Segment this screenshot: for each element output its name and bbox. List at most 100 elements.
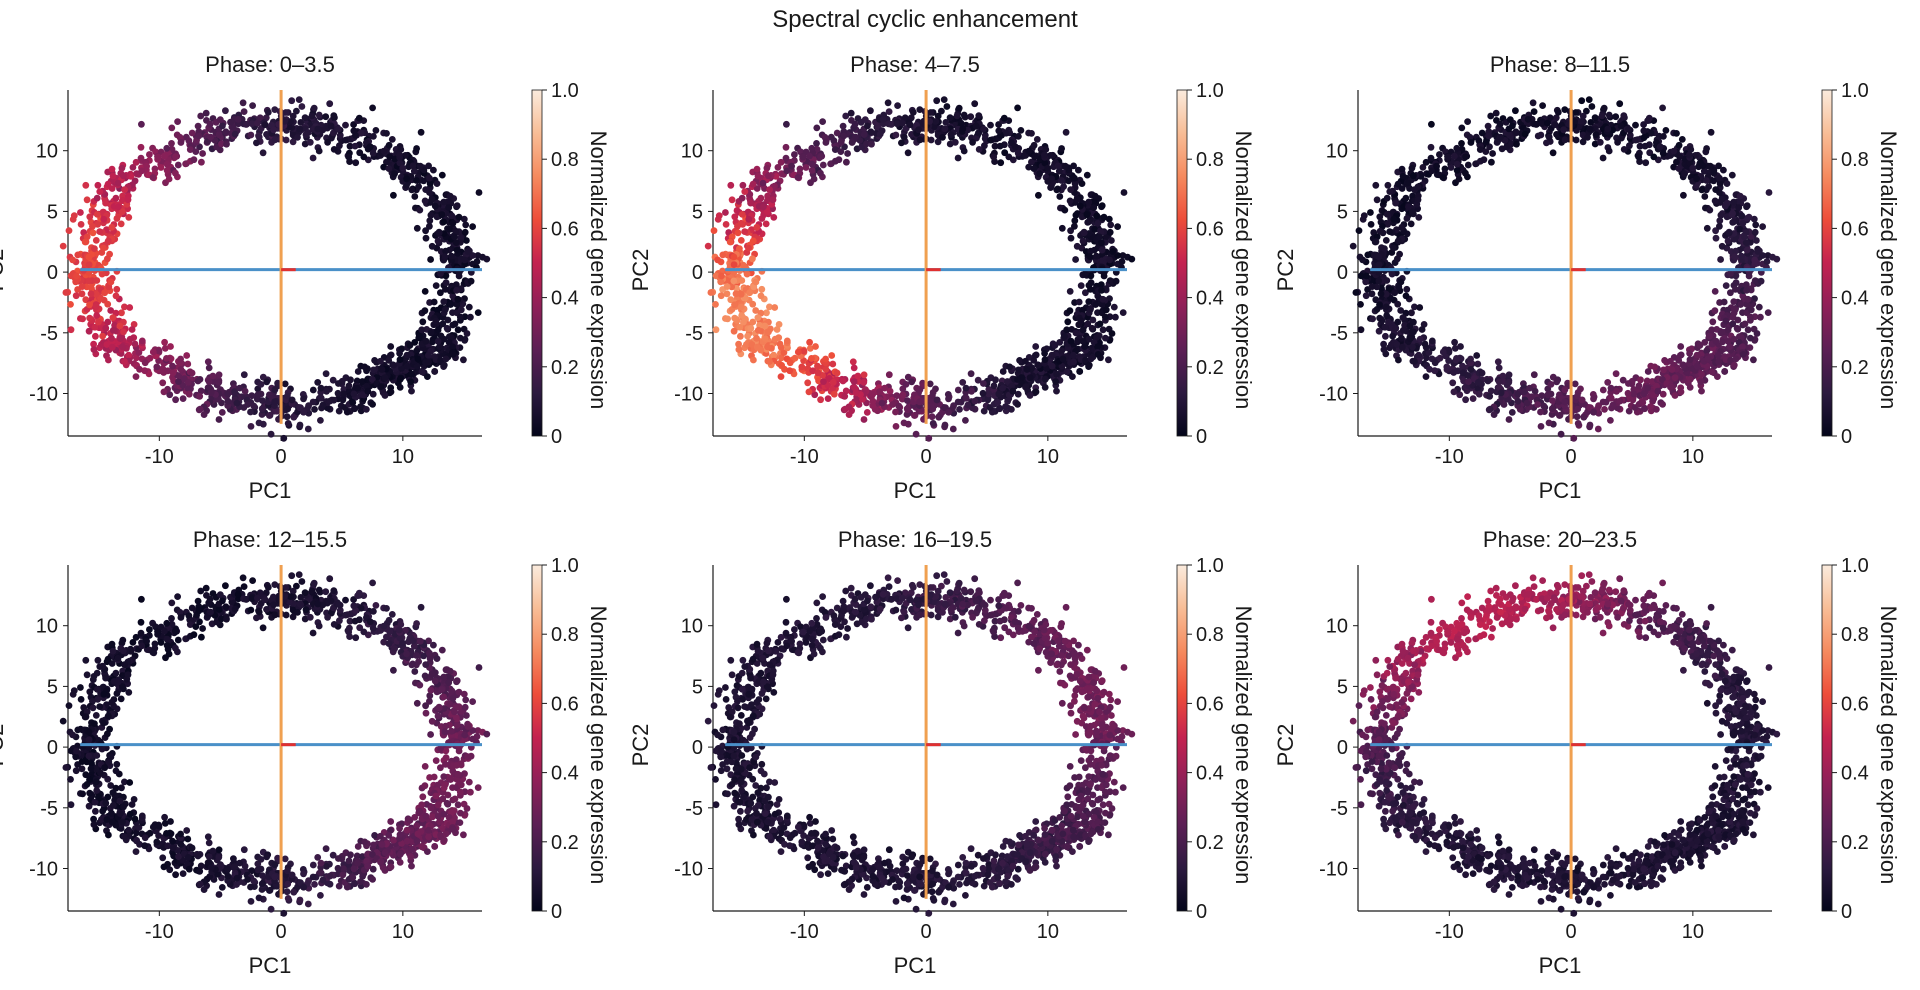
data-point bbox=[1605, 111, 1613, 119]
data-point bbox=[322, 113, 330, 121]
data-point bbox=[185, 137, 193, 145]
data-point bbox=[929, 405, 937, 413]
data-point bbox=[256, 114, 264, 122]
data-point bbox=[1381, 245, 1388, 253]
data-point bbox=[1408, 208, 1416, 216]
data-point bbox=[427, 329, 435, 337]
data-point bbox=[317, 417, 324, 424]
data-point bbox=[259, 397, 266, 404]
data-point bbox=[1662, 126, 1670, 134]
data-point bbox=[879, 116, 887, 123]
colorbar-tick-label: 0.4 bbox=[1196, 288, 1224, 310]
data-point bbox=[1561, 106, 1569, 113]
data-point bbox=[1093, 212, 1101, 220]
data-point bbox=[1474, 360, 1482, 368]
data-point bbox=[843, 158, 850, 166]
data-point bbox=[1067, 337, 1075, 345]
data-point bbox=[463, 330, 471, 337]
data-point bbox=[901, 114, 909, 122]
data-point bbox=[909, 109, 917, 116]
data-point bbox=[1738, 252, 1745, 260]
data-point bbox=[867, 128, 875, 136]
data-point bbox=[342, 136, 349, 144]
data-point bbox=[74, 251, 82, 259]
data-point bbox=[1088, 324, 1096, 332]
data-point bbox=[294, 134, 301, 141]
data-point bbox=[1067, 234, 1075, 242]
data-point bbox=[732, 290, 740, 298]
data-point bbox=[1732, 286, 1739, 293]
data-point bbox=[445, 204, 453, 212]
data-point bbox=[747, 324, 755, 332]
data-point bbox=[289, 138, 297, 146]
x-tick-label: 0 bbox=[276, 446, 287, 468]
data-point bbox=[1418, 326, 1426, 333]
data-point bbox=[1398, 223, 1406, 231]
data-point bbox=[1725, 229, 1733, 237]
data-point bbox=[782, 143, 790, 151]
data-point bbox=[434, 306, 441, 314]
y-tick-label: -10 bbox=[1319, 384, 1348, 406]
data-point bbox=[808, 167, 816, 174]
data-point bbox=[954, 398, 962, 406]
data-point bbox=[441, 306, 449, 313]
data-point bbox=[715, 212, 723, 220]
data-point bbox=[1693, 175, 1700, 183]
data-point bbox=[1030, 357, 1038, 364]
data-point bbox=[1098, 287, 1105, 294]
data-point bbox=[469, 223, 476, 231]
data-point bbox=[1754, 248, 1762, 255]
data-point bbox=[1375, 261, 1383, 268]
data-point bbox=[183, 352, 191, 359]
data-point bbox=[752, 307, 760, 314]
data-point bbox=[945, 395, 952, 403]
data-point bbox=[194, 377, 202, 385]
data-point bbox=[169, 369, 177, 377]
data-point bbox=[1411, 358, 1418, 365]
data-point bbox=[419, 318, 427, 326]
data-point bbox=[941, 421, 949, 429]
data-point bbox=[1058, 224, 1066, 232]
data-point bbox=[1464, 118, 1471, 125]
data-point bbox=[809, 367, 817, 375]
data-point bbox=[141, 359, 149, 367]
data-point bbox=[1727, 270, 1734, 277]
data-point bbox=[737, 303, 745, 311]
data-point bbox=[734, 229, 742, 237]
data-point bbox=[161, 338, 169, 346]
data-point bbox=[141, 367, 149, 375]
data-point bbox=[1614, 138, 1621, 146]
data-point bbox=[1089, 316, 1097, 324]
data-point bbox=[1545, 419, 1553, 427]
data-point bbox=[820, 378, 827, 385]
data-point bbox=[247, 408, 254, 416]
data-point bbox=[205, 364, 213, 372]
data-point bbox=[1609, 401, 1617, 409]
data-point bbox=[1505, 371, 1513, 379]
data-point bbox=[1490, 411, 1498, 418]
data-point bbox=[434, 326, 442, 334]
data-point bbox=[1032, 388, 1040, 396]
data-point bbox=[1458, 140, 1465, 147]
data-point bbox=[1085, 298, 1093, 305]
data-point bbox=[892, 423, 900, 430]
data-point bbox=[377, 383, 385, 390]
data-point bbox=[1394, 180, 1402, 188]
data-point bbox=[422, 337, 430, 345]
data-point bbox=[442, 272, 450, 280]
data-point bbox=[1048, 175, 1055, 183]
data-point bbox=[1101, 313, 1109, 321]
data-point bbox=[1431, 359, 1439, 367]
data-point bbox=[431, 368, 439, 375]
data-point bbox=[1067, 186, 1075, 194]
data-point bbox=[822, 355, 829, 363]
data-point bbox=[453, 287, 460, 294]
data-point bbox=[104, 318, 112, 326]
y-tick-label: 5 bbox=[47, 201, 58, 223]
data-point bbox=[108, 343, 116, 351]
data-point bbox=[196, 405, 204, 413]
data-point bbox=[366, 143, 374, 151]
data-point bbox=[1616, 397, 1624, 405]
data-point bbox=[1487, 387, 1495, 395]
data-point bbox=[752, 278, 760, 286]
